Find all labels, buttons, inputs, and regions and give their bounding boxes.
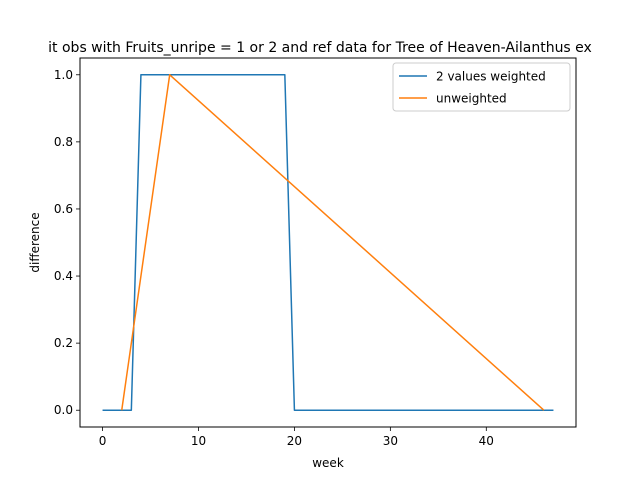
x-tick-label: 10 [191, 434, 206, 448]
series-layer [102, 74, 554, 411]
legend-box [392, 62, 571, 112]
y-axis-label: difference [28, 212, 42, 272]
x-tick-label: 30 [383, 434, 398, 448]
y-tick-label: 1.0 [54, 68, 73, 82]
legend: 2 values weighted unweighted [392, 62, 571, 112]
x-axis: 0 10 20 30 40 [99, 427, 494, 448]
x-tick-label: 40 [479, 434, 494, 448]
x-tick-label: 0 [99, 434, 107, 448]
legend-label-weighted: 2 values weighted [436, 70, 546, 84]
x-axis-label: week [312, 456, 344, 470]
series-line-1 [120, 74, 545, 411]
chart-title: it obs with Fruits_unripe = 1 or 2 and r… [48, 40, 592, 56]
y-tick-label: 0.4 [54, 269, 73, 283]
y-tick-label: 0.0 [54, 403, 73, 417]
series-line-0 [102, 74, 554, 411]
y-tick-label: 0.8 [54, 135, 73, 149]
legend-label-unweighted: unweighted [436, 92, 507, 106]
y-axis: 0.0 0.2 0.4 0.6 0.8 1.0 [54, 68, 80, 417]
x-tick-label: 20 [287, 434, 302, 448]
y-tick-label: 0.2 [54, 336, 73, 350]
plot-frame [79, 57, 577, 428]
y-tick-label: 0.6 [54, 202, 73, 216]
